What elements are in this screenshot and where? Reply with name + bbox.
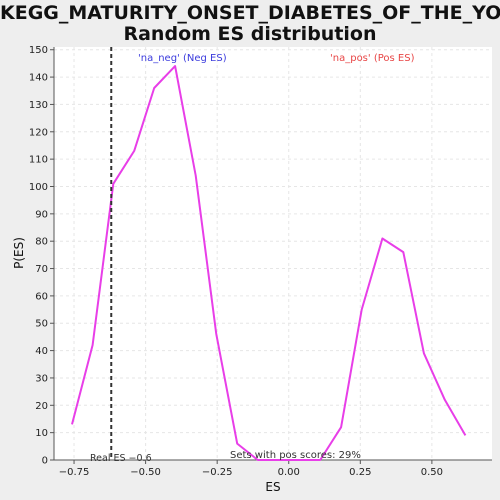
y-tick-label: 150 — [29, 45, 48, 56]
pos-es-label: 'na_pos' (Pos ES) — [330, 53, 415, 64]
y-tick-label: 60 — [35, 291, 48, 302]
axis-ticks: 0 10 20 30 40 50 60 70 80 90 100 110 120 130 140 150 −0.… — [29, 45, 443, 478]
pos-scores-label: Sets with pos scores: 29% — [230, 450, 361, 461]
y-tick-label: 80 — [35, 237, 48, 248]
y-tick-label: 30 — [35, 373, 48, 384]
y-tick-label: 120 — [29, 127, 48, 138]
neg-es-label: 'na_neg' (Neg ES) — [138, 53, 227, 64]
series-line — [71, 65, 467, 461]
y-tick-label: 90 — [35, 209, 48, 220]
y-tick-label: 20 — [35, 401, 48, 412]
y-tick-label: 0 — [42, 456, 48, 467]
y-tick-label: 130 — [29, 100, 48, 111]
y-tick-label: 110 — [29, 155, 48, 166]
y-tick-label: 70 — [35, 264, 48, 275]
x-tick-label: −0.50 — [130, 467, 161, 478]
y-tick-label: 40 — [35, 346, 48, 357]
y-axis-label: P(ES) — [12, 237, 26, 269]
x-tick-label: 0.25 — [349, 467, 371, 478]
grid-lines — [54, 47, 492, 460]
y-tick-label: 10 — [35, 428, 48, 439]
y-tick-label: 50 — [35, 319, 48, 330]
series-group — [71, 65, 467, 461]
x-tick-label: 0.00 — [278, 467, 300, 478]
chart-title-line-2: Random ES distribution — [123, 23, 377, 45]
y-tick-label: 100 — [29, 182, 48, 193]
x-tick-label: −0.25 — [202, 467, 233, 478]
x-tick-label: −0.75 — [59, 467, 90, 478]
real-es-label: Real ES −0.6 — [90, 453, 152, 464]
plot-area — [54, 47, 492, 460]
y-tick-label: 140 — [29, 73, 48, 84]
chart-title-line-1: KEGG_MATURITY_ONSET_DIABETES_OF_THE_YOUN… — [0, 2, 500, 24]
x-tick-label: 0.50 — [421, 467, 443, 478]
x-axis-label: ES — [265, 480, 280, 494]
